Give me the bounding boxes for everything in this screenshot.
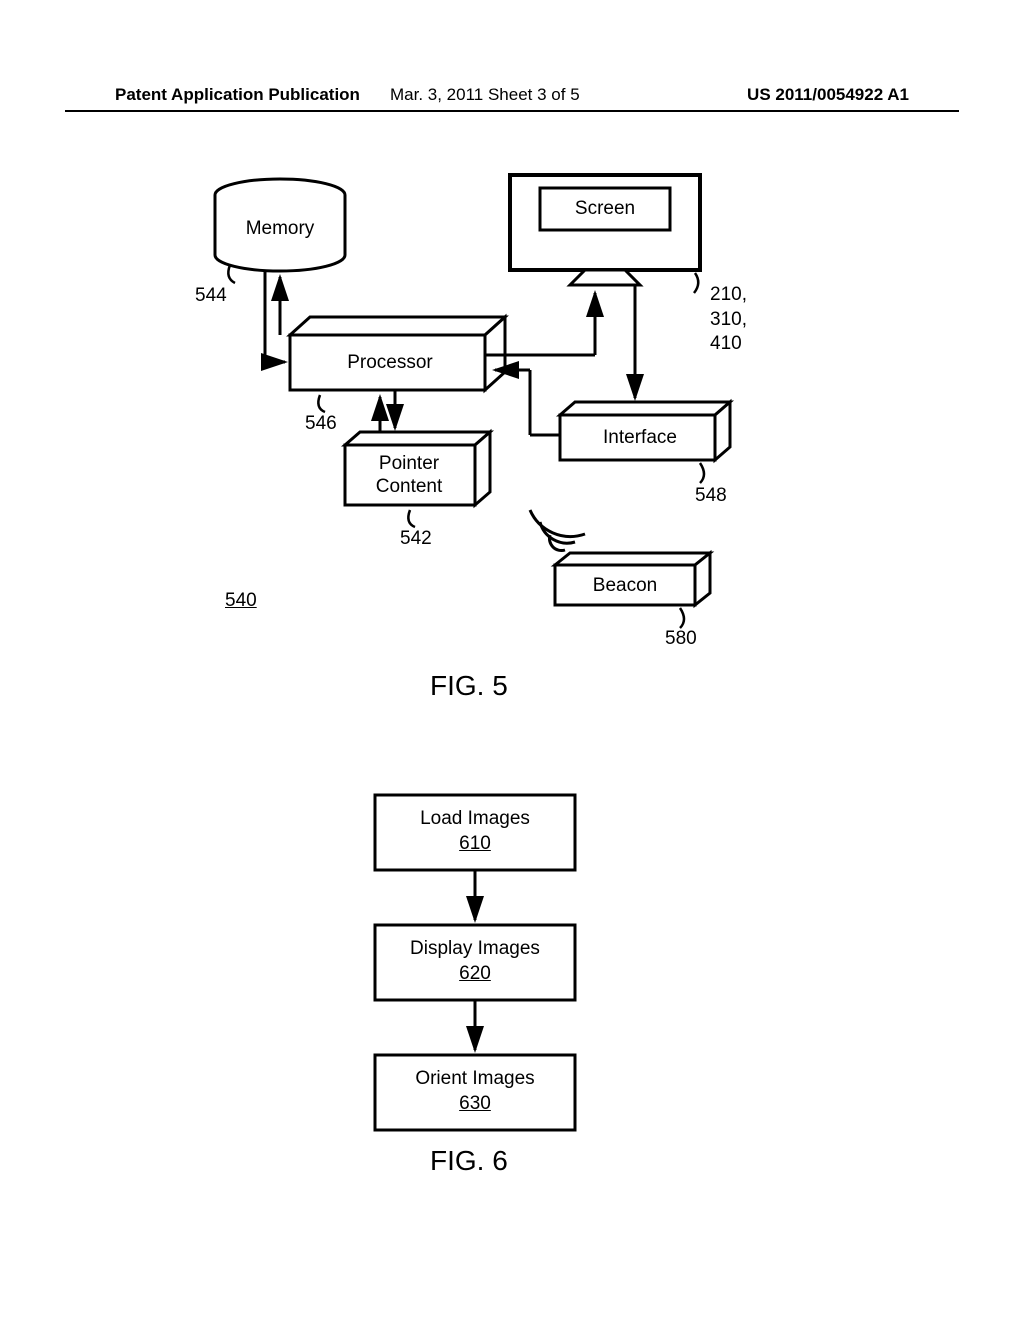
interface-ref: 548 — [695, 485, 727, 507]
interface-label: Interface — [590, 427, 690, 449]
processor-label: Processor — [335, 352, 445, 374]
fig6-title: FIG. 6 — [430, 1145, 508, 1177]
fig6-step2-ref: 620 — [375, 963, 575, 985]
fig6-step3-label: Orient Images — [375, 1068, 575, 1090]
fig6-step1-ref: 610 — [375, 833, 575, 855]
fig5-title: FIG. 5 — [430, 670, 508, 702]
pointer-label: Pointer Content — [354, 453, 464, 499]
beacon-signal-icon — [530, 510, 585, 551]
system-ref: 540 — [225, 590, 257, 612]
processor-ref: 546 — [305, 413, 337, 435]
beacon-label: Beacon — [585, 575, 665, 597]
pointer-ref: 542 — [400, 528, 432, 550]
memory-ref: 544 — [195, 285, 227, 307]
diagram-svg — [0, 0, 1024, 1320]
beacon-ref: 580 — [665, 628, 697, 650]
memory-label: Memory — [242, 218, 318, 240]
screen-node — [510, 175, 700, 285]
fig6-step2-label: Display Images — [375, 938, 575, 960]
screen-label: Screen — [565, 198, 645, 220]
fig6-step3-ref: 630 — [375, 1093, 575, 1115]
screen-ref: 210, 310, 410 — [710, 283, 747, 357]
fig6-step1-label: Load Images — [375, 808, 575, 830]
